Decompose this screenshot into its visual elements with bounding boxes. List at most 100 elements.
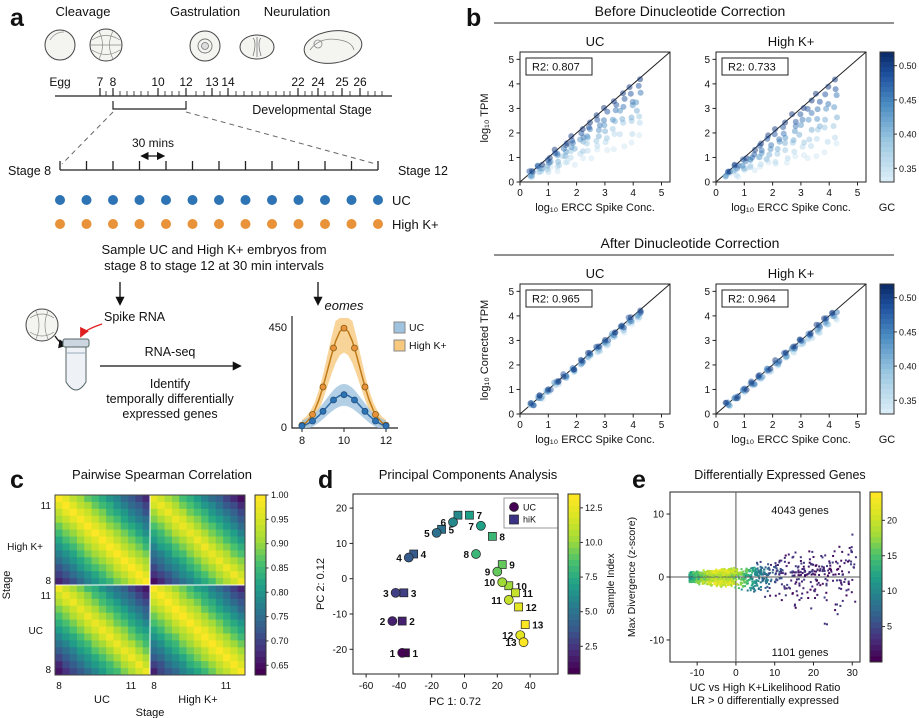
stage-end-label: Stage 12: [398, 164, 448, 178]
identify-text-1: Identify: [150, 377, 191, 391]
r2-value: R2: 0.807: [532, 62, 580, 74]
section-title-after: After Dinucleotide Correction: [601, 235, 780, 251]
panel-a-label: a: [10, 4, 25, 32]
tick-label: 5: [508, 55, 514, 66]
y-tick: 8: [45, 665, 51, 676]
r2-box: [525, 57, 593, 76]
y-tick: 8: [45, 576, 51, 587]
tick-label: 1: [508, 153, 514, 164]
eomes-ymax: 450: [269, 322, 287, 334]
panel-c: c Pairwise Spearman Correlation 11 8 11 …: [0, 462, 310, 718]
tick-label: 0: [462, 681, 468, 692]
sample-index-colorbar: 12.5 10.0 7.5 5.0 2.5: [567, 493, 603, 675]
de-scatter-points: [688, 533, 857, 626]
gc-colorbar-label: GC: [879, 434, 896, 446]
gc-colorbar: 0.50 0.45 0.40 0.35: [879, 51, 917, 183]
stage-number: 12: [179, 75, 193, 89]
tick-label: 5: [449, 525, 455, 536]
egg-illustration: [44, 29, 76, 61]
tick-label: 4: [508, 311, 514, 322]
tick-label: 3: [704, 104, 710, 115]
tick-label: 0: [713, 420, 719, 431]
gc-colorbar: 0.50 0.45 0.40 0.35: [879, 283, 917, 415]
tick-label: 12.5: [585, 503, 603, 513]
stage-number: 24: [311, 75, 325, 89]
zoom-guide-right: [185, 111, 377, 165]
tick-label: 2: [508, 128, 514, 139]
tick-label: 0: [733, 668, 739, 679]
x-tick: 11: [221, 681, 232, 692]
tick-label: 0: [517, 188, 523, 199]
identify-text-2: temporally differentially: [106, 392, 234, 406]
r2-value: R2: 0.965: [532, 294, 580, 306]
tick-label: -60: [359, 681, 374, 692]
zoom-guide-left: [61, 111, 114, 165]
tick-label: 10.0: [585, 537, 603, 547]
eomes-legend-hik: High K+: [409, 340, 447, 352]
tick-label: 11: [491, 596, 502, 607]
tick-label: 3: [704, 336, 710, 347]
stage-number: 14: [221, 75, 235, 89]
tick-label: 12: [526, 603, 538, 614]
stage-number: 7: [97, 75, 104, 89]
embryo-illustrations: [44, 28, 363, 64]
tick-label: 30: [847, 668, 859, 679]
x-axis-label: log₁₀ ERCC Spike Conc.: [535, 202, 655, 214]
tick-label: 3: [798, 420, 804, 431]
eomes-axes: [291, 316, 398, 429]
eomes-legend-swatch-uc: [393, 321, 406, 334]
y-axis-label: Max Divergence (z-score): [626, 517, 638, 637]
stage-number: 13: [205, 75, 219, 89]
panel-e-label: e: [632, 466, 646, 494]
identify-text-3: expressed genes: [122, 407, 217, 421]
tick-label: 3: [602, 420, 608, 431]
tick-label: 10: [516, 582, 528, 593]
tick-label: 20: [887, 515, 897, 525]
tick-label: 10: [484, 578, 496, 589]
tick-label: 2: [380, 617, 386, 628]
tick-label: 1: [546, 188, 552, 199]
tick-label: 8: [463, 550, 469, 561]
tick-label: 0: [341, 574, 347, 585]
correlation-heatmap: [54, 494, 246, 676]
r2-box: [525, 289, 593, 308]
tick-label: 0: [704, 178, 710, 189]
phase-label-gastrulation: Gastrulation: [170, 4, 240, 19]
sample-dot-rows: [55, 195, 383, 229]
tick-label: 0.95: [271, 514, 289, 524]
tick-label: 5: [704, 55, 710, 66]
interval-label: 30 mins: [132, 136, 174, 150]
tick-label: 0.40: [899, 130, 917, 140]
tick-label: 13: [505, 638, 517, 649]
tick-label: 1.00: [271, 490, 289, 500]
tick-label: 0: [713, 188, 719, 199]
y-axis-label: Stage: [1, 571, 13, 600]
de-axes: -10 0 10 20 30 -10 0 10: [650, 491, 861, 679]
tick-label: 3: [508, 336, 514, 347]
tick-label: 2: [770, 188, 776, 199]
x-group-label-hik: High K+: [178, 694, 217, 706]
tick-label: 1: [742, 188, 748, 199]
y-axis-label: PC 2: 0.12: [315, 558, 327, 610]
panel-e-title: Differentially Expressed Genes: [694, 468, 865, 482]
tick-label: 10: [653, 510, 665, 521]
developmental-stage-axis: [55, 88, 392, 97]
x-axis-label: PC 1: 0.72: [429, 696, 481, 708]
tick-label: 7: [468, 522, 474, 533]
tick-label: 1: [508, 385, 514, 396]
tick-label: 5: [508, 287, 514, 298]
stage-number: 8: [110, 75, 117, 89]
x-axis-label: Stage: [136, 707, 165, 718]
stage-number: 26: [353, 75, 367, 89]
tick-label: 0: [508, 410, 514, 421]
legend-square-marker: [509, 514, 519, 525]
tick-label: -10: [333, 610, 348, 621]
tick-label: 5: [855, 420, 861, 431]
tick-label: 5: [887, 622, 892, 632]
legend-label-uc: UC: [523, 503, 536, 513]
panel-a-graphic: a Cleavage Gastrulation Neurulation: [8, 4, 448, 447]
hik-row-label: High K+: [392, 217, 439, 232]
tick-label: 15: [887, 551, 897, 561]
tick-label: 4: [396, 554, 402, 565]
